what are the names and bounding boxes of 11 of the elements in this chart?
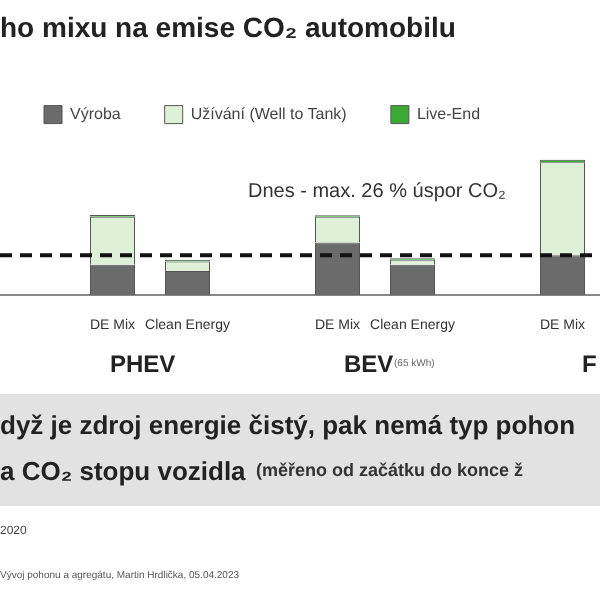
text: PHEV — [110, 350, 176, 378]
legend-label: Užívání (Well to Tank) — [190, 105, 348, 124]
ref-line-label: Dnes - max. 26 % úspor CO₂ — [248, 181, 507, 204]
legend-label: Výroba — [70, 105, 122, 124]
text: a CO₂ stopu vozidla — [0, 456, 246, 486]
text: dyž je zdroj energie čistý, pak nemá typ pohon — [0, 410, 576, 440]
legend-label: Live-End — [416, 105, 481, 124]
text: BEV — [344, 350, 394, 378]
text: F — [582, 350, 597, 378]
text: (měřeno od začátku do konce ž — [256, 460, 524, 480]
chart-title: ho mixu na emise CO₂ automobilu — [0, 10, 456, 43]
